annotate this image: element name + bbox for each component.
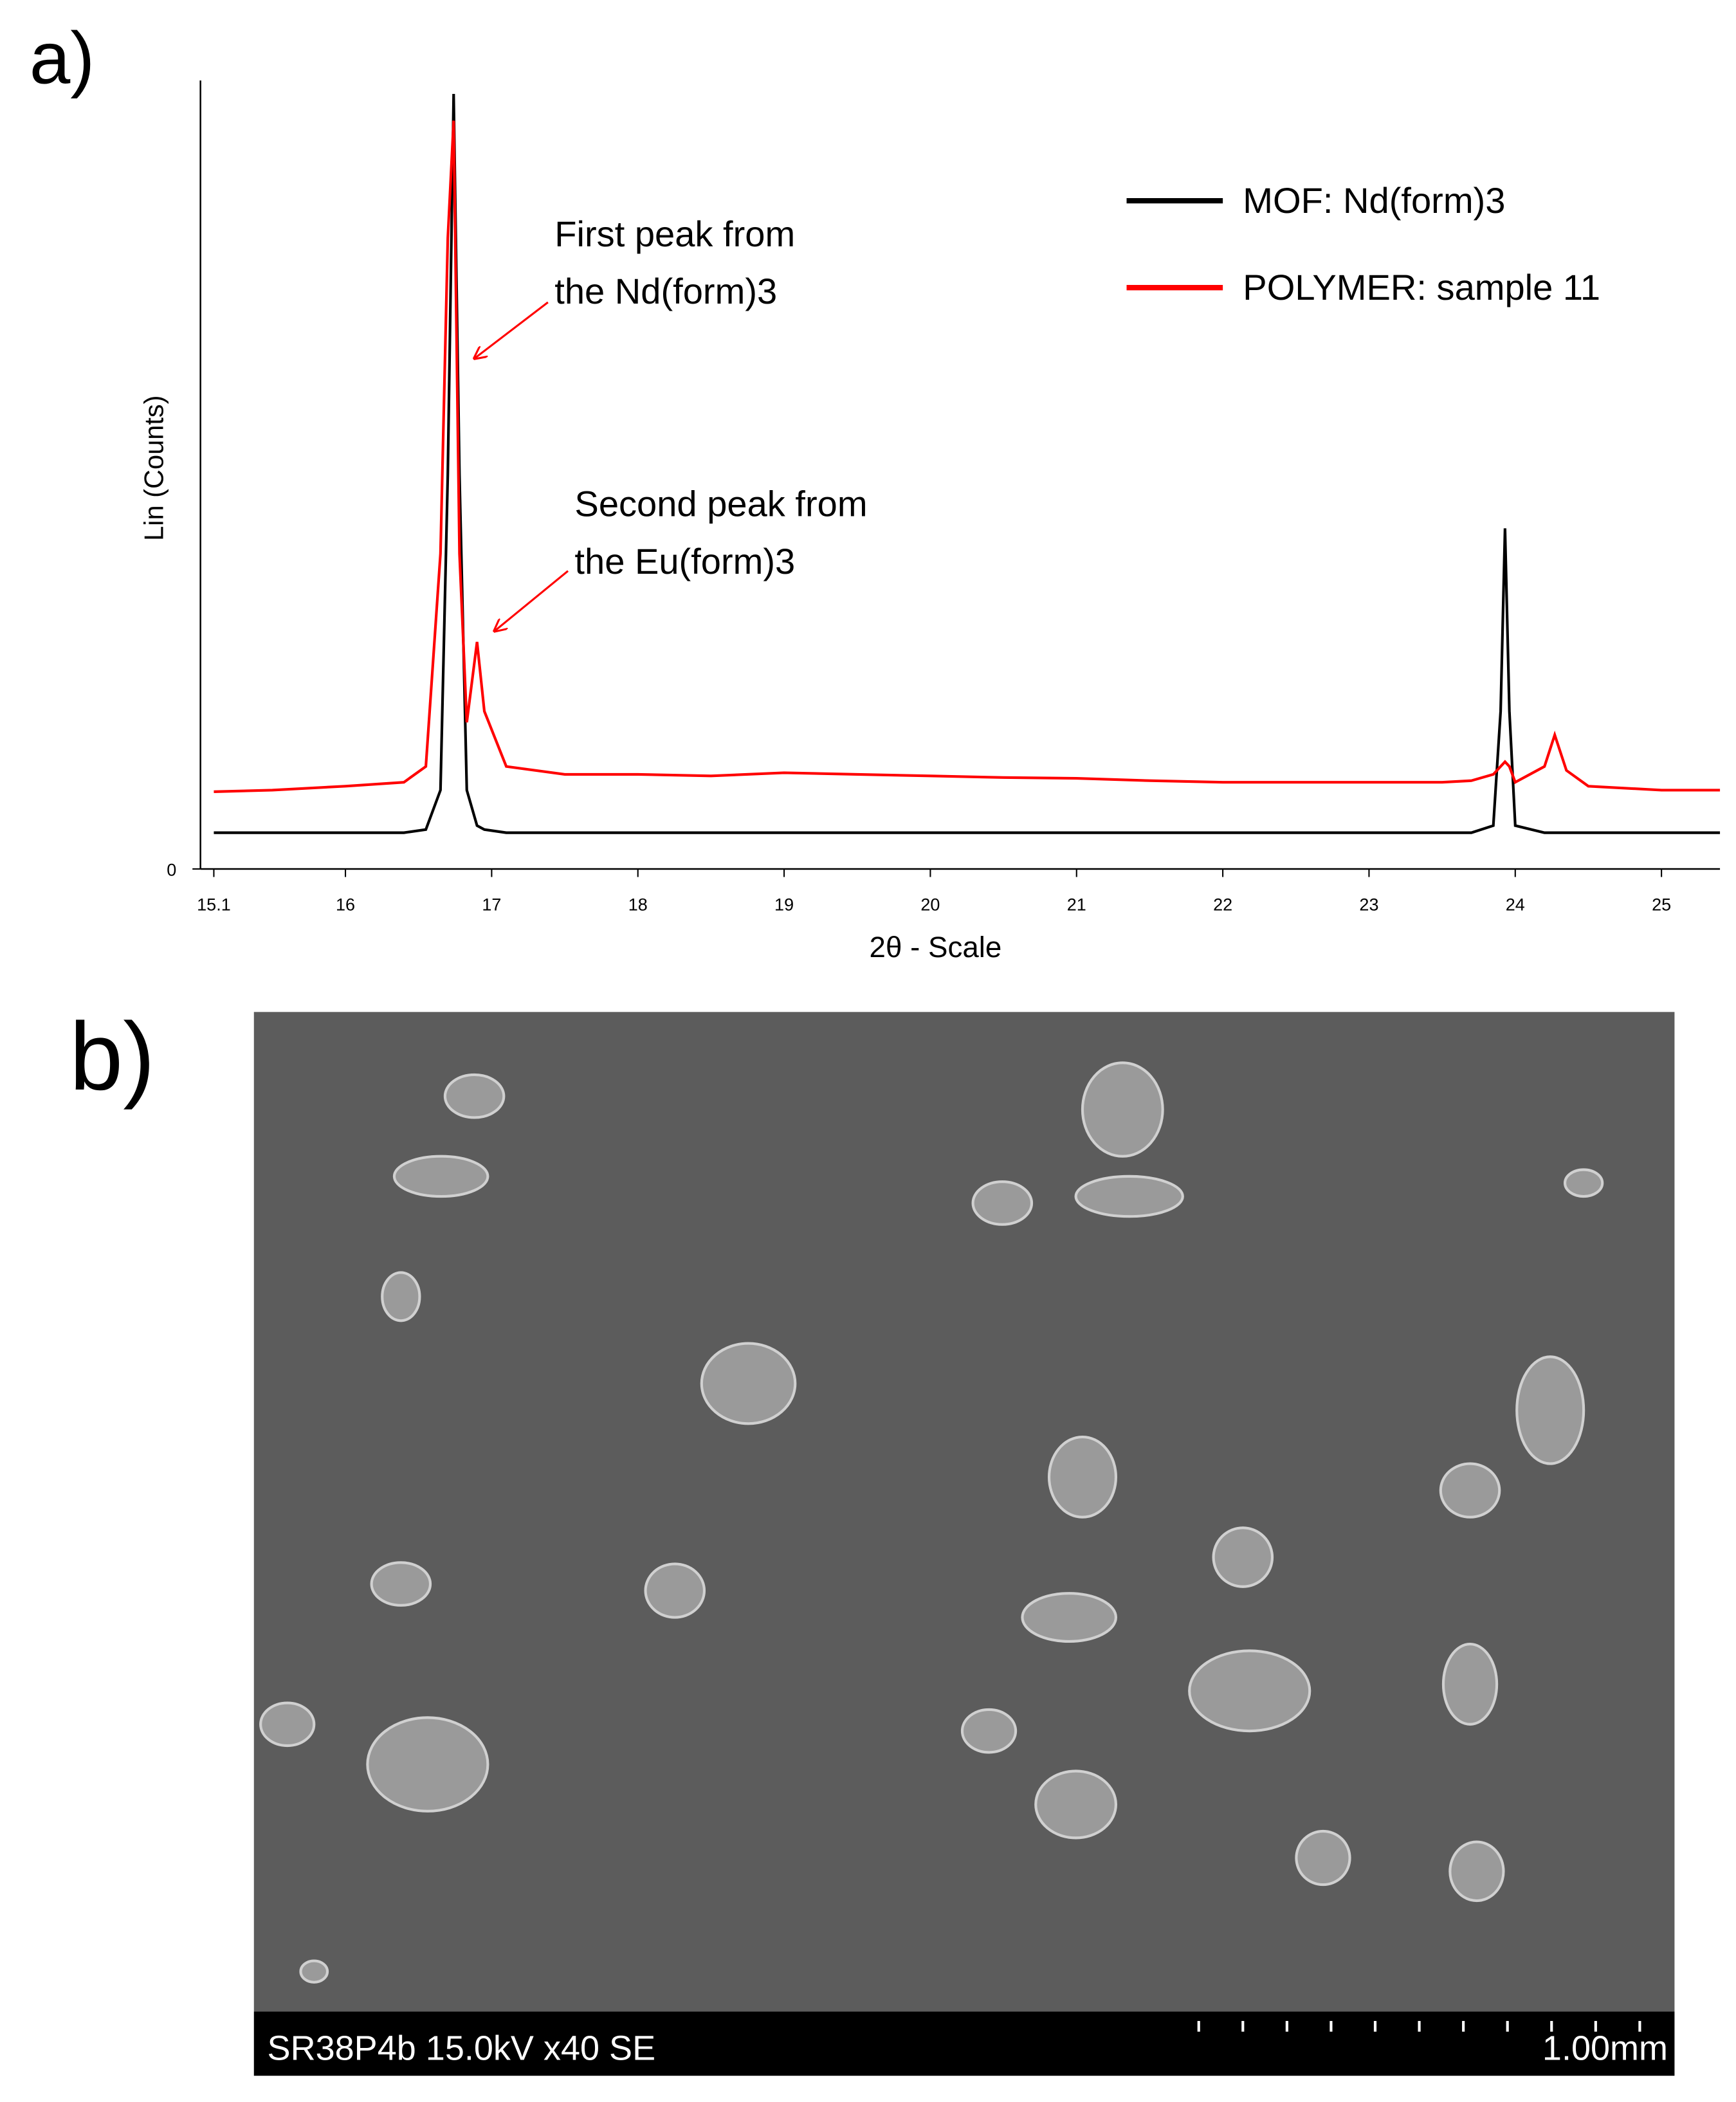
sem-scale-label: 1.00mm bbox=[1542, 2029, 1668, 2067]
x-tick-label: 17 bbox=[482, 895, 501, 914]
data-line bbox=[214, 120, 1721, 793]
sem-info-bar bbox=[253, 2011, 1675, 2076]
x-tick-label: 24 bbox=[1506, 895, 1525, 914]
panel-label: b) bbox=[69, 1003, 155, 1110]
y-axis-label: Lin (Counts) bbox=[138, 396, 169, 541]
legend-label: POLYMER: sample 11 bbox=[1243, 267, 1600, 307]
x-tick-label: 20 bbox=[920, 895, 940, 914]
x-tick-label: 15.1 bbox=[197, 895, 231, 914]
x-tick-label: 18 bbox=[628, 895, 648, 914]
x-tick-label: 19 bbox=[774, 895, 794, 914]
x-tick-label: 23 bbox=[1359, 895, 1378, 914]
x-axis-label: 2θ - Scale bbox=[870, 931, 1002, 964]
plot: 15.1 16 17 18 19 20 21 22 23 24 25 0 MOF: Nd(form)3 P… bbox=[167, 93, 1721, 914]
annotation: First peak from bbox=[554, 214, 795, 254]
y-tick-label: 0 bbox=[167, 860, 176, 879]
sem-particles bbox=[259, 1061, 1604, 1984]
annotation: Second peak from bbox=[574, 483, 867, 524]
x-tick-label: 16 bbox=[336, 895, 355, 914]
x-tick-label: 21 bbox=[1067, 895, 1086, 914]
annotation: the Nd(form)3 bbox=[554, 271, 777, 311]
data-line bbox=[214, 93, 1721, 834]
x-tick-label: 22 bbox=[1213, 895, 1232, 914]
annotation-arrow bbox=[495, 570, 569, 631]
sem-image bbox=[253, 1012, 1675, 2012]
panel-label: a) bbox=[30, 17, 95, 99]
legend-label: MOF: Nd(form)3 bbox=[1243, 180, 1505, 221]
annotation-arrow bbox=[475, 301, 549, 358]
x-tick-label: 25 bbox=[1652, 895, 1671, 914]
annotation: the Eu(form)3 bbox=[574, 541, 795, 581]
sem-caption: SR38P4b 15.0kV x40 SE bbox=[268, 2029, 656, 2067]
scale-bar bbox=[1197, 2021, 1641, 2032]
